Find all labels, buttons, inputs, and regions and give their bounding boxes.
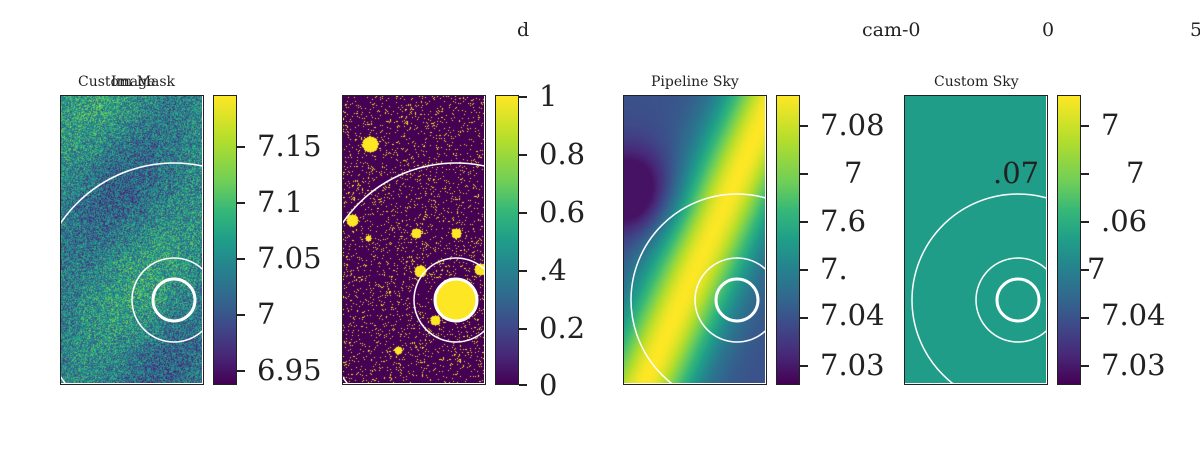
aperture-circles	[911, 193, 1046, 383]
colorbar-3-tick-label: 7.08	[820, 108, 885, 142]
colorbar-2-tick	[519, 270, 527, 272]
colorbar-4-tick-label: .07	[993, 156, 1040, 190]
colorbar-2-tick	[519, 96, 527, 98]
panel-title-pipeline-sky: Pipeline Sky	[651, 74, 739, 90]
colorbar-1-tick-label: 7.1	[257, 185, 304, 219]
colorbar-3-tick	[800, 173, 808, 175]
colorbar-1-tick	[237, 258, 245, 260]
colorbar-3-tick-label: 7.	[820, 252, 848, 286]
colorbar-3-tick-label: 7	[844, 156, 863, 190]
top-label-d: d	[517, 19, 530, 41]
aperture-circles	[630, 193, 765, 383]
colorbar-4-tick	[1081, 173, 1089, 175]
colorbar-4-tick	[1081, 269, 1089, 271]
colorbar-2-tick-label: 0.2	[539, 311, 586, 345]
aperture-circle	[714, 277, 760, 323]
inner-annulus-circle	[975, 257, 1046, 343]
colorbar-2-tick	[519, 384, 527, 386]
colorbar-4-tick	[1081, 125, 1089, 127]
colorbar-3-tick	[800, 269, 808, 271]
colorbar-4-tick	[1081, 221, 1089, 223]
colorbar-4-tick	[1081, 317, 1089, 319]
aperture-circle	[995, 277, 1041, 323]
colorbar-3-tick-label: 7.03	[820, 348, 885, 382]
inner-annulus-circle	[413, 257, 484, 343]
colorbar-4-tick-label: 7.03	[1101, 348, 1166, 382]
colorbar-1	[213, 95, 237, 385]
colorbar-2	[495, 95, 519, 385]
colorbar-1-tick-label: 6.95	[257, 353, 322, 387]
heatmap-panel-custom-sky	[904, 95, 1048, 385]
heatmap-image-uniform	[905, 96, 1046, 383]
heatmap-image-mask	[343, 96, 484, 383]
colorbar-3-tick	[800, 365, 808, 367]
heatmap-panel-mask	[342, 95, 486, 385]
colorbar-4-tick-label-extra: 7	[1087, 252, 1106, 286]
inner-annulus-circle	[694, 257, 765, 343]
colorbar-1-tick	[237, 314, 245, 316]
colorbar-3-tick	[800, 221, 808, 223]
colorbar-2-tick	[519, 328, 527, 330]
colorbar-1-tick	[237, 202, 245, 204]
heatmap-panel-pipeline-sky	[623, 95, 767, 385]
colorbar-1-tick-label: 7.05	[257, 241, 322, 275]
colorbar-2-tick-label: .4	[539, 253, 567, 287]
top-label-five: 5	[1190, 19, 1200, 41]
top-label-cam: cam-0	[862, 19, 921, 41]
outer-annulus-circle	[343, 162, 484, 383]
colorbar-2-tick-label: 0.8	[539, 137, 586, 171]
colorbar-2-tick	[519, 212, 527, 214]
colorbar-4-tick-label: 7.04	[1101, 298, 1166, 332]
colorbar-2-tick-label: 1	[539, 79, 558, 113]
colorbar-3-tick	[800, 317, 808, 319]
colorbar-4-tick-label: .06	[1101, 204, 1148, 238]
colorbar-1-tick	[237, 370, 245, 372]
colorbar-4-tick-label: 7	[1101, 108, 1120, 142]
colorbar-1-tick-label: 7	[257, 297, 276, 331]
heatmap-panel-custom-mask	[60, 95, 204, 385]
colorbar-3-tick-label: 7.6	[820, 204, 867, 238]
colorbar-1-tick	[237, 146, 245, 148]
heatmap-image-noise	[61, 96, 202, 383]
panel-title-custom-sky: Custom Sky	[934, 74, 1019, 90]
top-label-zero: 0	[1042, 19, 1055, 41]
aperture-circle	[433, 277, 479, 323]
heatmap-image-gradient	[624, 96, 765, 383]
inner-annulus-circle	[131, 257, 202, 343]
colorbar-2-tick-label: 0.6	[539, 195, 586, 229]
colorbar-4-tick	[1081, 365, 1089, 367]
aperture-circles	[61, 162, 202, 383]
colorbar-2-tick-label: 0	[539, 368, 558, 402]
colorbar-1-tick-label: 7.15	[257, 129, 322, 163]
outer-annulus-circle	[630, 193, 765, 383]
panel-title-image: Image	[111, 74, 156, 90]
colorbar-2-tick	[519, 154, 527, 156]
outer-annulus-circle	[61, 162, 202, 383]
aperture-circle	[151, 277, 197, 323]
outer-annulus-circle	[911, 193, 1046, 383]
panel-title-custom-mask: Custom Mask	[78, 74, 176, 90]
colorbar-3	[776, 95, 800, 385]
colorbar-4-tick-label: 7	[1126, 156, 1145, 190]
colorbar-3-tick	[800, 125, 808, 127]
colorbar-4	[1057, 95, 1081, 385]
aperture-circles	[343, 162, 484, 383]
colorbar-3-tick-label: 7.04	[820, 298, 885, 332]
